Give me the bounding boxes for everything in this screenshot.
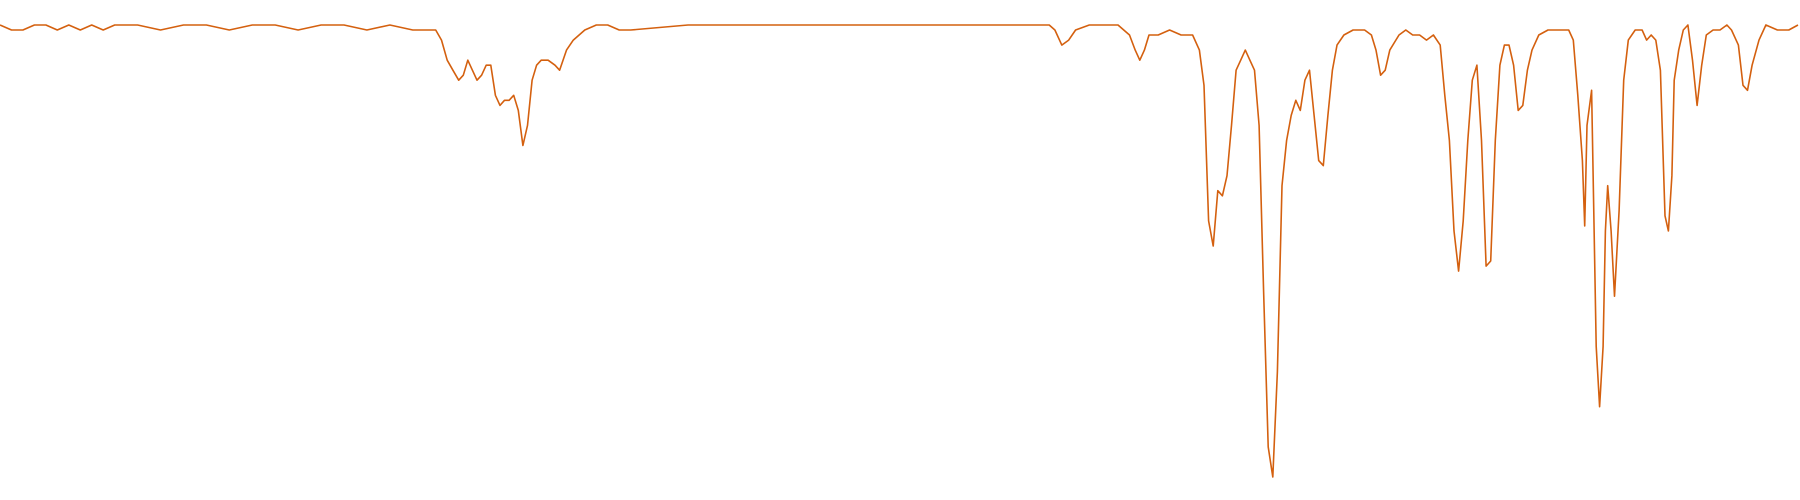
spectrum-line — [0, 24, 1799, 478]
